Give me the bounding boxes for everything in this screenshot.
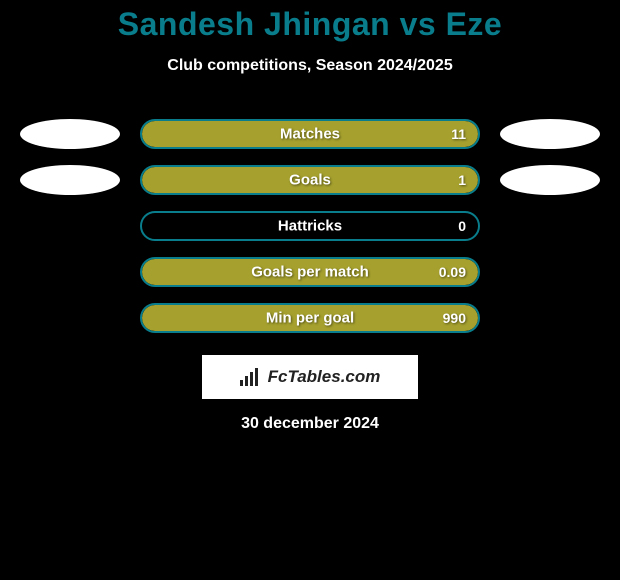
stats-list: Matches 11 Goals 1 Hattricks 0 <box>0 119 620 333</box>
stat-row: Matches 11 <box>0 119 620 149</box>
stat-row: Min per goal 990 <box>0 303 620 333</box>
stat-value: 1 <box>458 172 466 188</box>
stat-row: Goals 1 <box>0 165 620 195</box>
brand-badge: FcTables.com <box>202 355 418 399</box>
right-oval <box>500 119 600 149</box>
stat-bar: Hattricks 0 <box>140 211 480 241</box>
stat-bar: Matches 11 <box>140 119 480 149</box>
stat-label: Goals <box>289 172 331 189</box>
stat-value: 990 <box>443 310 466 326</box>
stat-value: 0 <box>458 218 466 234</box>
brand-text: FcTables.com <box>268 367 381 387</box>
stat-bar: Goals 1 <box>140 165 480 195</box>
stat-row: Hattricks 0 <box>0 211 620 241</box>
page-title: Sandesh Jhingan vs Eze <box>0 6 620 43</box>
subtitle: Club competitions, Season 2024/2025 <box>0 57 620 75</box>
stat-label: Matches <box>280 126 340 143</box>
stat-label: Goals per match <box>251 264 369 281</box>
date-text: 30 december 2024 <box>0 415 620 433</box>
right-oval <box>500 165 600 195</box>
left-oval <box>20 119 120 149</box>
left-oval <box>20 165 120 195</box>
stat-value: 11 <box>451 126 466 142</box>
stat-row: Goals per match 0.09 <box>0 257 620 287</box>
chart-bars-icon <box>240 368 262 386</box>
stat-label: Hattricks <box>278 218 342 235</box>
stat-value: 0.09 <box>439 264 466 280</box>
stat-label: Min per goal <box>266 310 354 327</box>
stat-bar: Goals per match 0.09 <box>140 257 480 287</box>
stat-bar: Min per goal 990 <box>140 303 480 333</box>
comparison-widget: Sandesh Jhingan vs Eze Club competitions… <box>0 0 620 433</box>
